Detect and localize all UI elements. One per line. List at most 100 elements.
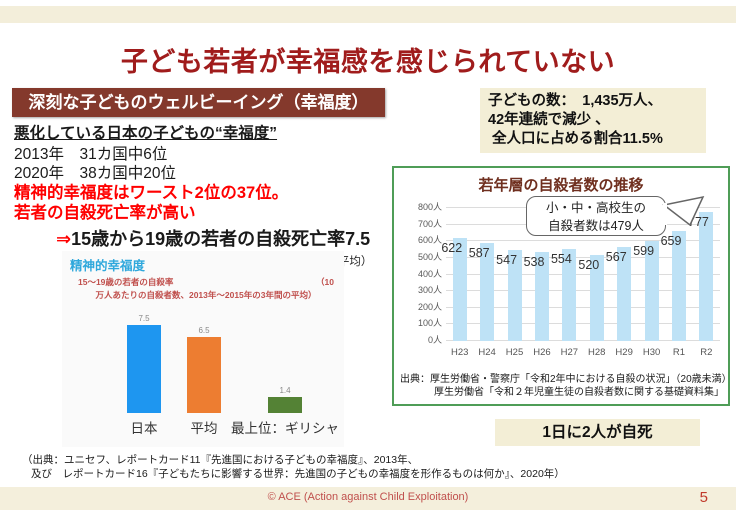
bar: [534, 252, 549, 341]
bar-column: 547 H25: [496, 208, 528, 358]
y-axis-tick: 800人: [417, 202, 442, 212]
mini-bar: [187, 337, 221, 413]
conclusion-line: ⇒15歳から19歳の若者の自殺死亡率7.5: [14, 225, 404, 251]
callout-bubble: 小・中・高校生の 自殺者数は479人: [526, 195, 705, 236]
child-count-box: 子どもの数： 1,435万人、 42年連続で減少 、 全人口に占める割合11.5…: [480, 88, 706, 153]
bar-column: 538 H26: [524, 208, 555, 358]
y-axis-tick: 200人: [417, 301, 442, 312]
chart-source-line-2: 厚生労働省「令和２年児童生徒の自殺者数に関する基礎資料集」: [434, 387, 724, 398]
suicide-chart-title: 若年層の自殺者数の推移: [478, 177, 644, 194]
x-axis-label: H30: [642, 347, 661, 358]
mini-bar: [268, 397, 302, 413]
warning-line-1: 精神的幸福度はワースト2位の37位。: [14, 184, 289, 202]
mini-bar-value-label: 1.4: [279, 386, 291, 395]
worsening-heading: 悪化している日本の子どもの“幸福度”: [14, 125, 278, 142]
bottom-source: （出典：ユニセフ、レポートカード11『先進国における子どもの幸福度』、2013年…: [22, 453, 565, 481]
rank-2020: 2020年 38カ国中20位: [14, 164, 176, 182]
bottom-source-line-2: 及び レポートカード16『子どもたちに影響する世界：先進国の子どもの幸福度を形作…: [31, 468, 565, 480]
two-per-day-highlight: 1日に2人が自死: [495, 419, 700, 446]
y-axis-tick: 700人: [417, 218, 442, 229]
bar-value-label: 547: [496, 253, 518, 267]
y-axis-tick: 500人: [417, 251, 442, 262]
bar: [507, 250, 522, 341]
suicide-trend-panel: 若年層の自殺者数の推移 0人 100人 200人 300人 400人 500人 600人 70…: [392, 166, 732, 406]
bar: [452, 238, 467, 341]
x-axis-label: H26: [533, 347, 551, 358]
bar-column: 659 R1: [661, 208, 692, 358]
bar-value-label: 599: [633, 244, 655, 258]
suicide-chart-area: 0人 100人 200人 300人 400人 500人 600人 700人 800人 622 H23…: [402, 198, 724, 363]
child-count-line-3: 全人口に占める割合11.5%: [488, 131, 663, 147]
gridline: [446, 290, 720, 292]
bar-column: 567 H29: [606, 208, 637, 358]
mini-chart-title: 精神的幸福度: [70, 259, 146, 273]
mini-subtitle-right: （10: [316, 277, 334, 287]
mini-x-axis-label: 平均: [190, 421, 218, 436]
gridline: [446, 273, 720, 275]
bar-row: 622 H23 587 H24 547 H25 538 H26 554 H27 520 H28 567 H…: [441, 208, 720, 358]
mini-bar-value-label: 7.5: [138, 314, 150, 323]
bar-value-label: 554: [550, 252, 572, 266]
mini-subtitle-line2: 万人あたりの自殺者数、2013年～2015年の3年間の平均）: [95, 290, 317, 300]
x-axis-label: H25: [505, 347, 524, 358]
mini-subtitle-left: 15～19歳の若者の自殺率: [78, 277, 174, 287]
y-axis-tick: 300人: [417, 285, 442, 296]
bar-column: 520 H28: [578, 208, 610, 358]
gridline: [446, 306, 720, 308]
y-axis-tick: 100人: [417, 318, 442, 329]
x-axis-label: R2: [700, 347, 713, 358]
bar-value-label: 520: [578, 258, 600, 272]
suicide-chart-plot: 0人 100人 200人 300人 400人 500人 600人 700人 800人 622 H23…: [418, 202, 720, 358]
top-accent-bar: [0, 6, 736, 23]
mini-x-axis-label: 日本: [130, 421, 158, 436]
mini-bar: [127, 325, 161, 413]
bar: [562, 249, 577, 341]
bar-value-label: 538: [523, 255, 545, 269]
y-axis-tick: 400人: [417, 268, 442, 279]
chart-source: 出典：厚生労働省・警察庁「令和2年中における自殺の状況」（20歳未満） 厚生労働…: [394, 373, 732, 399]
y-axis-tick: 600人: [417, 235, 442, 246]
bar-column: 587 H24: [469, 208, 500, 358]
mini-chart-plot: 7.5 日本 6.5 平均 1.4 最上位：ギリシャ: [114, 295, 339, 441]
footer-credit: © ACE (Action against Child Exploitation…: [267, 491, 469, 503]
x-axis-label: H27: [560, 347, 579, 358]
bar-column: 554 H27: [551, 208, 583, 358]
bar-value-label: 659: [660, 234, 682, 248]
conclusion-text: 15歳から19歳の若者の自殺死亡率7.5: [71, 229, 371, 249]
arrow-glyph: ⇒: [56, 229, 72, 249]
x-axis-label: H29: [615, 347, 633, 358]
callout-line-1: 小・中・高校生の: [545, 201, 646, 215]
callout-tail: [662, 195, 705, 227]
bar: [589, 255, 604, 341]
bar-column: 599 H30: [633, 208, 665, 358]
bar-column: 622 H23: [441, 208, 473, 358]
mini-chart-subtitle: 15～19歳の若者の自殺率 （10 万人あたりの自殺者数、2013年～2015年…: [78, 276, 334, 301]
bar: [699, 212, 714, 341]
gridline: [446, 340, 720, 341]
chart-source-line-1: 出典：厚生労働省・警察庁「令和2年中における自殺の状況」（20歳未満）: [400, 374, 732, 385]
mini-bar-column: 6.5 平均: [174, 295, 234, 441]
gridline: [446, 323, 720, 325]
x-axis-label: H23: [450, 347, 469, 358]
child-count-line-1: 子どもの数： 1,435万人、: [488, 93, 663, 109]
bar: [671, 231, 686, 341]
mental-wellbeing-chart: 精神的幸福度 15～19歳の若者の自殺率 （10 万人あたりの自殺者数、2013…: [62, 251, 344, 447]
rank-2013: 2013年 31カ国中6位: [14, 146, 168, 163]
bar: [644, 241, 659, 341]
bottom-source-line-1: （出典：ユニセフ、レポートカード11『先進国における子どもの幸福度』、2013年…: [22, 454, 419, 466]
slide-title: 子ども若者が幸福感を感じられていない: [120, 47, 616, 77]
bar: [480, 243, 495, 341]
bar: [617, 247, 632, 341]
gridline: [446, 256, 720, 258]
gridline: [446, 240, 720, 242]
left-text-block: 悪化している日本の子どもの“幸福度” 2013年 31カ国中6位 2020年 3…: [14, 121, 404, 269]
x-axis-label: R1: [672, 347, 686, 358]
bar-value-label: 567: [605, 250, 627, 264]
callout-line-2: 自殺者数は479人: [548, 219, 644, 233]
left-section-header: 深刻な子どものウェルビーイング（幸福度）: [12, 88, 385, 117]
child-count-line-2: 42年連続で減少 、: [488, 112, 610, 128]
x-axis-label: H24: [478, 347, 496, 358]
mini-x-axis-label: 最上位：ギリシャ: [231, 421, 339, 436]
page-number: 5: [699, 489, 708, 506]
